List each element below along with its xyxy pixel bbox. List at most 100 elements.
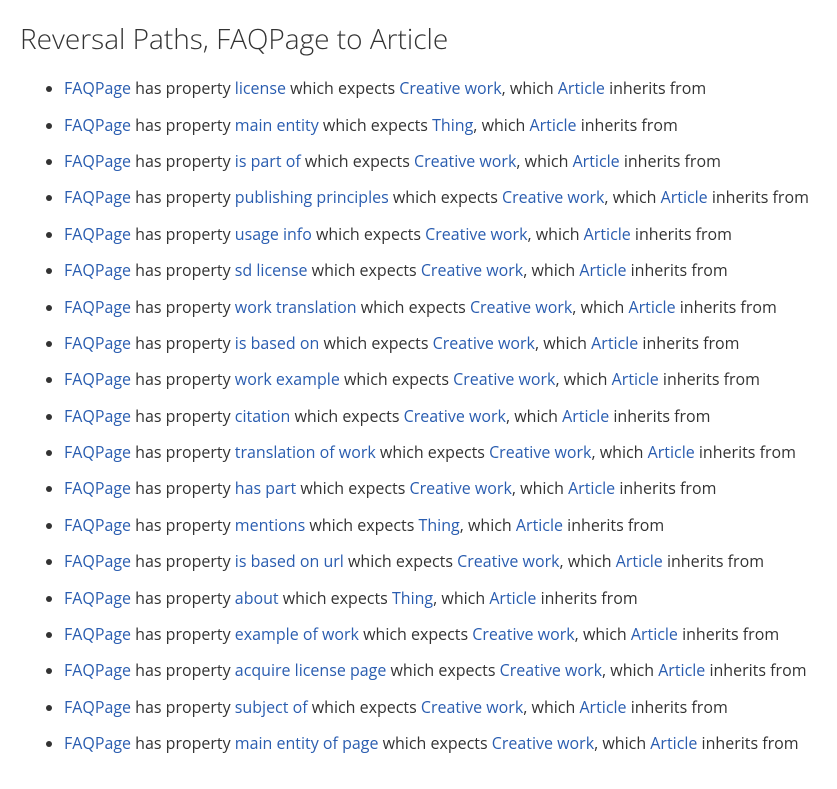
target-type-link[interactable]: Article [489,587,536,609]
target-type-link[interactable]: Article [628,296,675,318]
which-text: , which [591,441,647,463]
property-link[interactable]: main entity of page [235,732,379,754]
expected-type-link[interactable]: Creative work [502,186,604,208]
source-type-link[interactable]: FAQPage [64,77,131,99]
which-text: , which [575,623,631,645]
expected-type-link[interactable]: Creative work [421,696,523,718]
target-type-link[interactable]: Article [516,514,563,536]
source-type-link[interactable]: FAQPage [64,223,131,245]
expected-type-link[interactable]: Creative work [433,332,535,354]
inherits-from-text: inherits from [631,223,732,245]
source-type-link[interactable]: FAQPage [64,368,131,390]
expected-type-link[interactable]: Thing [392,587,433,609]
property-link[interactable]: about [235,587,279,609]
property-link[interactable]: work example [235,368,340,390]
source-type-link[interactable]: FAQPage [64,659,131,681]
expected-type-link[interactable]: Creative work [421,259,523,281]
source-type-link[interactable]: FAQPage [64,696,131,718]
property-link[interactable]: example of work [235,623,359,645]
reversal-path-item: FAQPage has property publishing principl… [64,186,817,208]
expected-type-link[interactable]: Creative work [404,405,506,427]
expected-type-link[interactable]: Creative work [453,368,555,390]
source-type-link[interactable]: FAQPage [64,732,131,754]
expected-type-link[interactable]: Creative work [414,150,516,172]
target-type-link[interactable]: Article [661,186,708,208]
has-property-text: has property [131,587,235,609]
source-type-link[interactable]: FAQPage [64,259,131,281]
expected-type-link[interactable]: Creative work [492,732,594,754]
reversal-path-item: FAQPage has property is based on url whi… [64,550,817,572]
property-link[interactable]: work translation [235,296,357,318]
target-type-link[interactable]: Article [579,259,626,281]
source-type-link[interactable]: FAQPage [64,550,131,572]
target-type-link[interactable]: Article [631,623,678,645]
property-link[interactable]: publishing principles [235,186,389,208]
target-type-link[interactable]: Article [658,659,705,681]
which-text: , which [523,259,579,281]
reversal-path-item: FAQPage has property work example which … [64,368,817,390]
property-link[interactable]: usage info [235,223,312,245]
property-link[interactable]: main entity [235,114,319,136]
inherits-from-text: inherits from [638,332,739,354]
reversal-path-item: FAQPage has property acquire license pag… [64,659,817,681]
target-type-link[interactable]: Article [612,368,659,390]
expected-type-link[interactable]: Creative work [470,296,572,318]
source-type-link[interactable]: FAQPage [64,186,131,208]
property-link[interactable]: subject of [235,696,308,718]
has-property-text: has property [131,514,235,536]
expected-type-link[interactable]: Creative work [489,441,591,463]
property-link[interactable]: citation [235,405,290,427]
inherits-from-text: inherits from [695,441,796,463]
property-link[interactable]: license [235,77,286,99]
property-link[interactable]: translation of work [235,441,376,463]
target-type-link[interactable]: Article [529,114,576,136]
reversal-path-item: FAQPage has property subject of which ex… [64,696,817,718]
expected-type-link[interactable]: Creative work [457,550,559,572]
which-expects-text: which expects [386,659,499,681]
target-type-link[interactable]: Article [562,405,609,427]
target-type-link[interactable]: Article [591,332,638,354]
target-type-link[interactable]: Article [573,150,620,172]
source-type-link[interactable]: FAQPage [64,332,131,354]
property-link[interactable]: is based on url [235,550,344,572]
inherits-from-text: inherits from [627,696,728,718]
expected-type-link[interactable]: Creative work [425,223,527,245]
has-property-text: has property [131,696,235,718]
expected-type-link[interactable]: Thing [432,114,473,136]
source-type-link[interactable]: FAQPage [64,150,131,172]
source-type-link[interactable]: FAQPage [64,623,131,645]
expected-type-link[interactable]: Creative work [410,477,512,499]
reversal-path-item: FAQPage has property work translation wh… [64,296,817,318]
source-type-link[interactable]: FAQPage [64,477,131,499]
target-type-link[interactable]: Article [584,223,631,245]
source-type-link[interactable]: FAQPage [64,405,131,427]
has-property-text: has property [131,186,235,208]
property-link[interactable]: is part of [235,150,301,172]
expected-type-link[interactable]: Thing [419,514,460,536]
inherits-from-text: inherits from [659,368,760,390]
source-type-link[interactable]: FAQPage [64,587,131,609]
source-type-link[interactable]: FAQPage [64,514,131,536]
expected-type-link[interactable]: Creative work [500,659,602,681]
expected-type-link[interactable]: Creative work [472,623,574,645]
property-link[interactable]: is based on [235,332,320,354]
target-type-link[interactable]: Article [579,696,626,718]
property-link[interactable]: has part [235,477,296,499]
inherits-from-text: inherits from [697,732,798,754]
which-expects-text: which expects [308,696,421,718]
target-type-link[interactable]: Article [648,441,695,463]
reversal-path-item: FAQPage has property about which expects… [64,587,817,609]
which-text: , which [535,332,591,354]
target-type-link[interactable]: Article [650,732,697,754]
source-type-link[interactable]: FAQPage [64,296,131,318]
target-type-link[interactable]: Article [616,550,663,572]
expected-type-link[interactable]: Creative work [399,77,501,99]
source-type-link[interactable]: FAQPage [64,441,131,463]
has-property-text: has property [131,441,235,463]
property-link[interactable]: sd license [235,259,308,281]
property-link[interactable]: mentions [235,514,305,536]
target-type-link[interactable]: Article [558,77,605,99]
source-type-link[interactable]: FAQPage [64,114,131,136]
property-link[interactable]: acquire license page [235,659,387,681]
target-type-link[interactable]: Article [568,477,615,499]
